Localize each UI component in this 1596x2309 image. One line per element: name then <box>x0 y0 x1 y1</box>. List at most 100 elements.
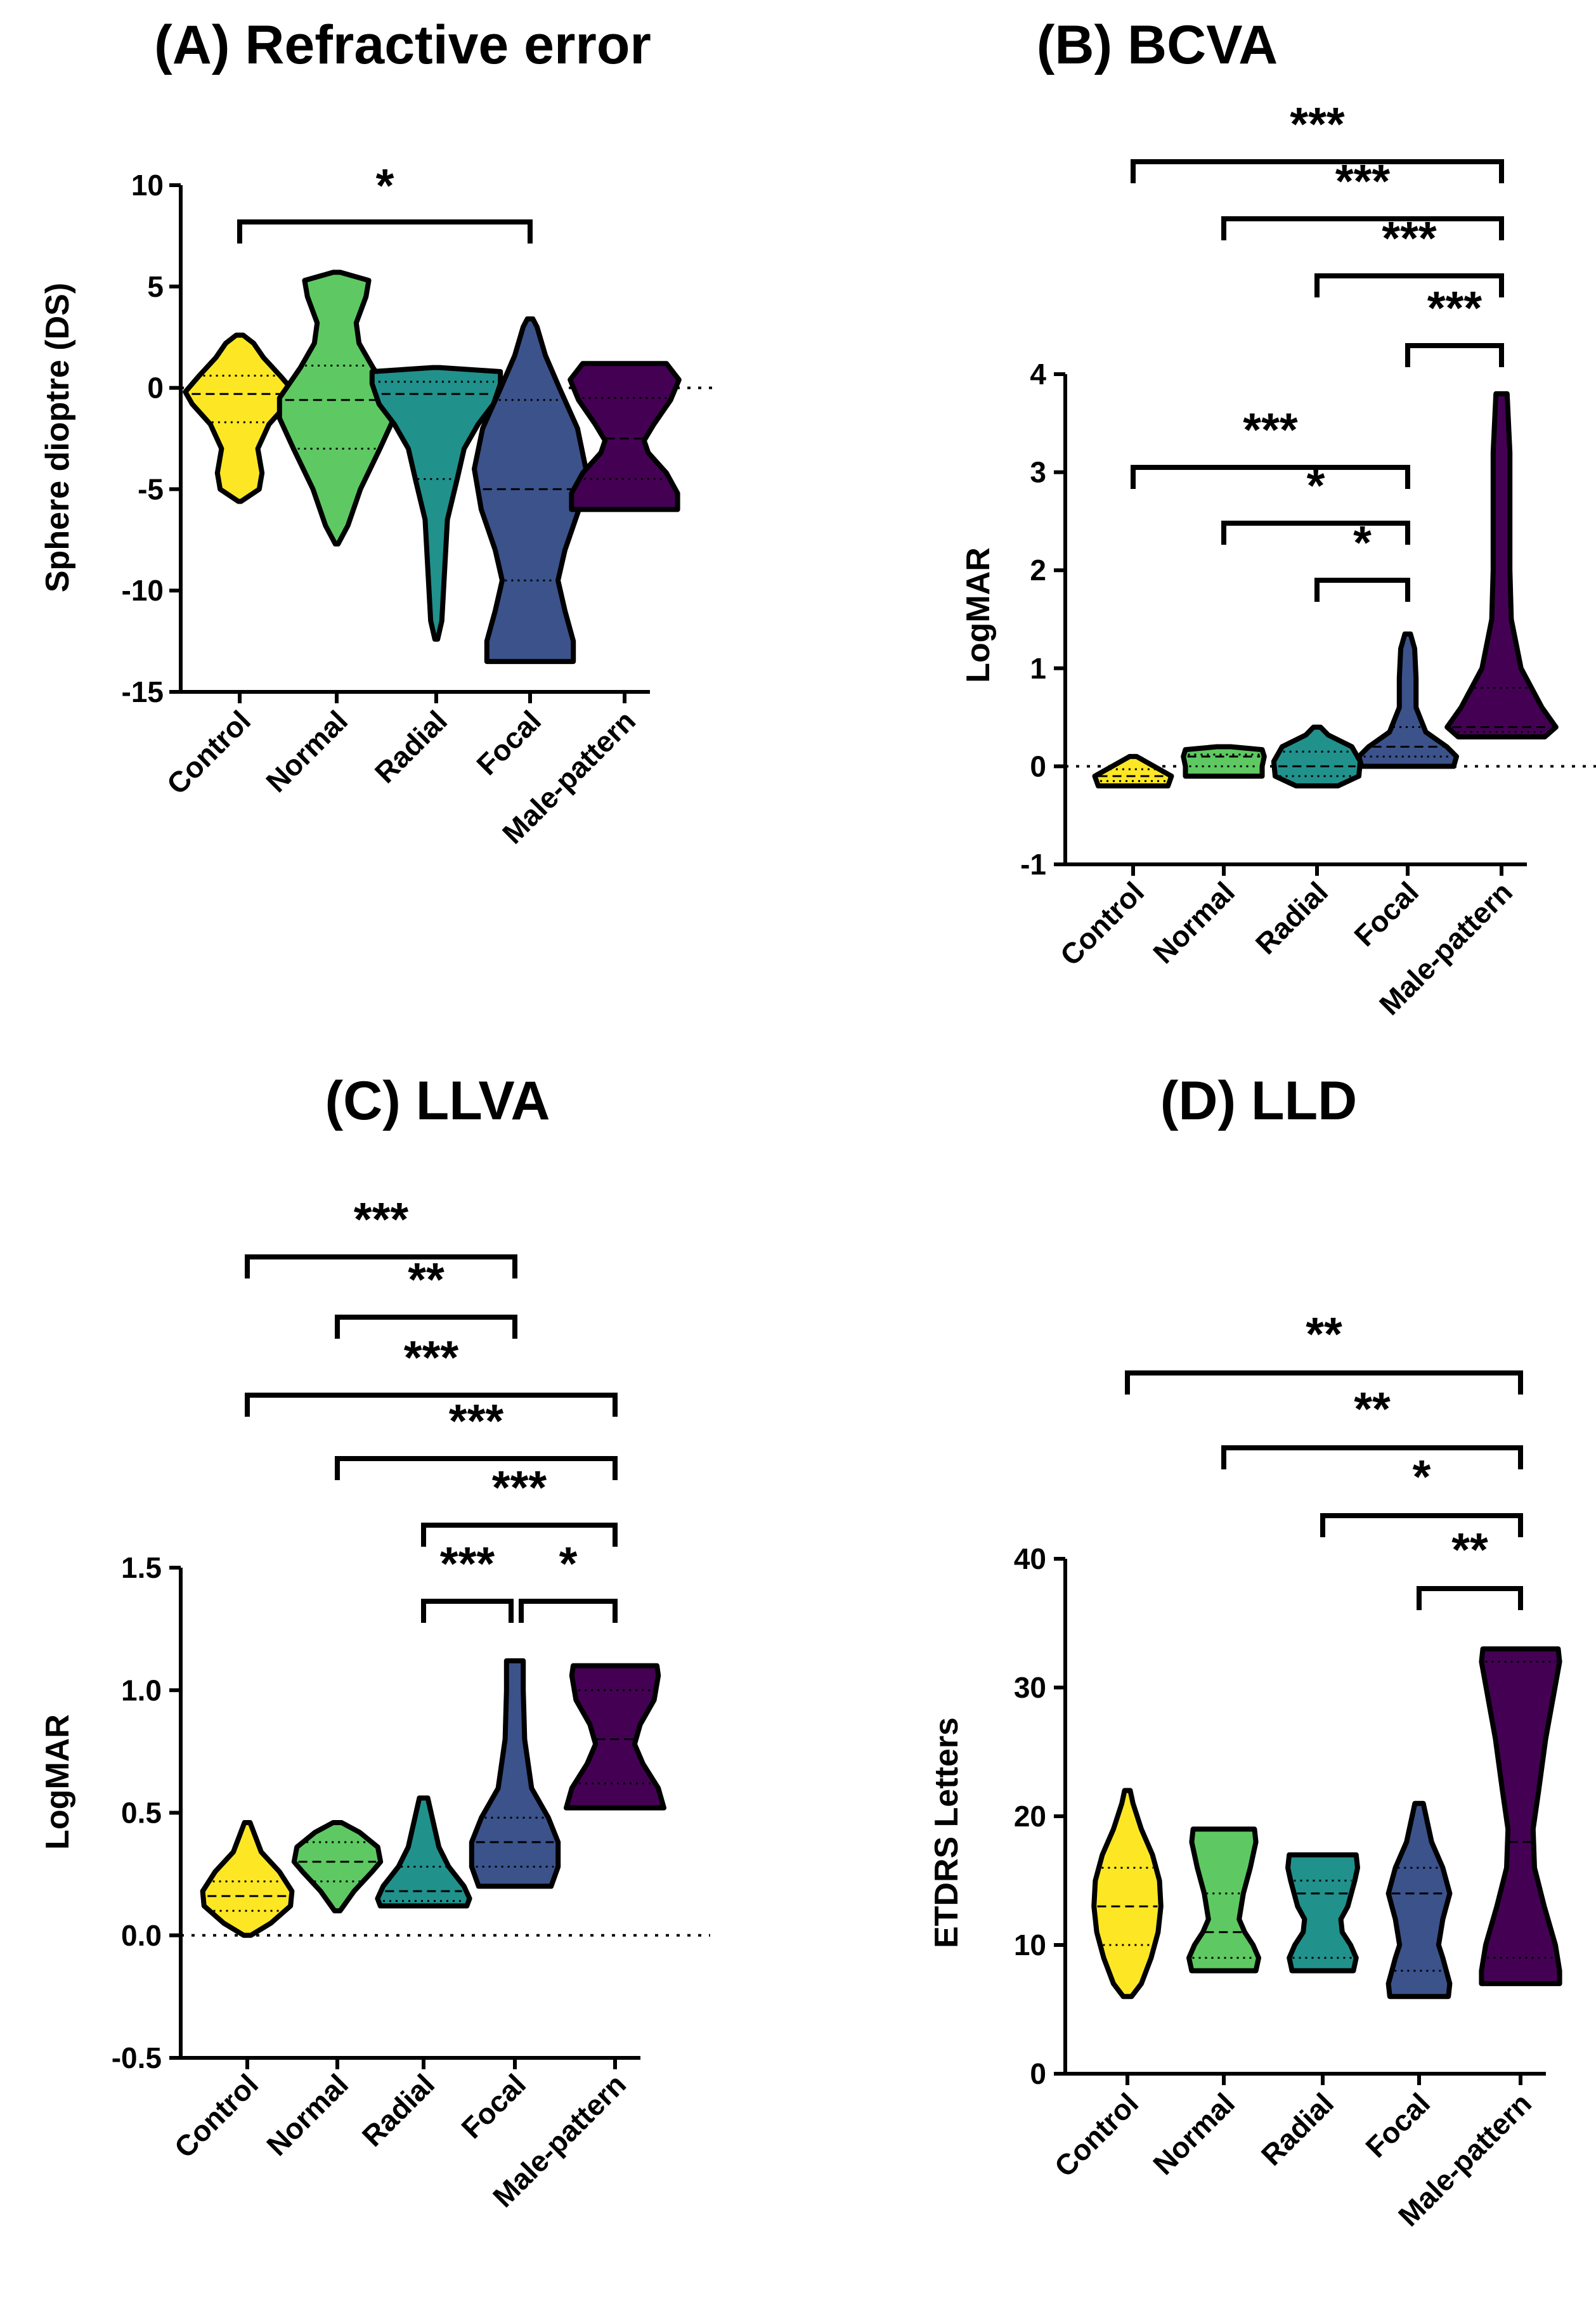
panel-b-sig-label: *** <box>1382 212 1437 264</box>
panel-d-y-tick-label: 40 <box>1014 1542 1046 1575</box>
panel-d-category-label: Focal <box>1359 2086 1436 2164</box>
panel-b-sig-bracket <box>1131 159 1504 183</box>
panel-a-category-label: Radial <box>368 704 453 789</box>
panel-b-category-label: Control <box>1054 875 1150 972</box>
panel-c-sig-bracket <box>245 1393 618 1417</box>
panel-d-violin-control <box>1091 1788 1164 2000</box>
panel-a-violin-control <box>183 332 297 504</box>
panel-c-sig-label: *** <box>492 1461 547 1514</box>
panel-c-violin-focal <box>469 1658 561 1889</box>
panel-b-violin-normal <box>1181 744 1267 779</box>
panel-a-category-label: Control <box>160 704 257 800</box>
panel-b-sig-bracket <box>1221 521 1410 545</box>
panel-c-category-label: Radial <box>356 2067 441 2152</box>
panel-c-y-tick-label: 0.5 <box>121 1797 162 1830</box>
panel-b-violin-radial <box>1271 724 1363 789</box>
panel-a-y-tick-label: 0 <box>147 372 164 405</box>
panel-c-sig-label: *** <box>404 1331 459 1384</box>
panel-d-y-tick-label: 20 <box>1014 1800 1046 1833</box>
panel-d-violin-radial <box>1285 1852 1360 1974</box>
panel-c-sig-bracket <box>421 1523 618 1547</box>
panel-b-y-axis-label: LogMAR <box>960 547 997 683</box>
panel-d-lld: (D) LLD ETDRS Letters Control Normal Radia… <box>928 1070 1562 2232</box>
panel-c-sig-bracket <box>335 1315 517 1339</box>
panel-b-y-tick-label: 1 <box>1030 652 1046 685</box>
panel-c-y-tick-label: 1.5 <box>121 1551 162 1584</box>
panel-d-category-label: Control <box>1048 2086 1145 2183</box>
panel-d-sig-label: * <box>1413 1450 1431 1503</box>
panel-d-sig-bracket <box>1417 1586 1523 1610</box>
panel-d-y-tick-label: 0 <box>1030 2057 1046 2090</box>
panel-d-sig-label: ** <box>1354 1382 1391 1435</box>
panel-c-sig-bracket <box>421 1599 514 1623</box>
panel-b-sig-label: *** <box>1290 98 1345 150</box>
panel-b-y-tick-label: -1 <box>1020 848 1046 881</box>
panel-d-category-label: Radial <box>1255 2086 1340 2171</box>
panel-a-y-tick-label: -10 <box>122 574 164 607</box>
panel-b-sig-bracket <box>1314 578 1410 602</box>
panel-d-y-axis-label: ETDRS Letters <box>928 1717 965 1948</box>
panel-a-y-tick-label: -15 <box>122 675 164 708</box>
panel-c-sig-label: ** <box>408 1253 444 1306</box>
panel-d-title: (D) LLD <box>1160 1070 1357 1131</box>
panel-c-y-axis-label: LogMAR <box>39 1714 76 1850</box>
panel-b-violin-male-pattern <box>1444 391 1559 739</box>
panel-b-sig-bracket <box>1314 273 1504 297</box>
panel-c-y-tick-label: 0.0 <box>121 1919 162 1952</box>
panel-b-violin-focal <box>1356 631 1459 769</box>
panel-a-sig-bracket <box>237 219 533 244</box>
panel-c-category-label: Control <box>168 2067 264 2164</box>
panel-b-y-tick-label: 0 <box>1030 750 1046 783</box>
panel-a-violin-male-pattern <box>568 361 682 512</box>
panel-c-category-label: Focal <box>455 2067 532 2145</box>
panel-d-y-tick-label: 30 <box>1014 1671 1046 1704</box>
panel-d-sig-label: ** <box>1306 1308 1342 1360</box>
panel-d-violin-focal <box>1385 1800 1453 2000</box>
panel-c-sig-label: *** <box>440 1537 495 1590</box>
panel-a-y-axis-label: Sphere dioptre (DS) <box>39 283 76 592</box>
panel-c-y-tick-label: -0.5 <box>112 2041 162 2074</box>
panel-b-sig-label: *** <box>1427 282 1482 334</box>
panel-d-sig-bracket <box>1125 1370 1523 1395</box>
panel-b-title: (B) BCVA <box>1037 15 1278 75</box>
panel-b-violin-control <box>1092 753 1174 789</box>
panel-c-sig-bracket <box>335 1456 618 1480</box>
panel-a-title: (A) Refractive error <box>154 15 651 75</box>
panel-c-violin-control <box>200 1820 295 1938</box>
panel-a-sig-label: * <box>376 159 394 212</box>
panel-d-y-tick-label: 10 <box>1014 1929 1046 1961</box>
panel-b-sig-bracket <box>1221 216 1504 240</box>
panel-d-sig-bracket <box>1320 1513 1523 1537</box>
panel-c-sig-label: *** <box>449 1395 504 1447</box>
panel-b-category-label: Normal <box>1146 875 1241 970</box>
panel-a-violin-focal <box>472 316 588 665</box>
panel-a-y-tick-label: 5 <box>147 270 164 303</box>
panel-b-category-label: Focal <box>1347 875 1425 953</box>
panel-a-y-tick-label: 10 <box>131 169 164 202</box>
panel-b-sig-label: *** <box>1243 403 1298 456</box>
panel-c-sig-label: *** <box>354 1193 409 1246</box>
panel-c-violin-radial <box>375 1795 472 1909</box>
panel-c-title: (C) LLVA <box>325 1070 550 1131</box>
panel-b-y-tick-label: 3 <box>1030 456 1046 489</box>
panel-b-sig-label: * <box>1307 459 1325 512</box>
panel-b-sig-bracket <box>1405 343 1504 367</box>
panel-d-sig-bracket <box>1221 1445 1523 1469</box>
panel-b-y-tick-label: 2 <box>1030 554 1046 587</box>
panel-d-violin-normal <box>1186 1826 1261 1974</box>
panel-c-sig-bracket <box>519 1599 618 1623</box>
panel-c-y-tick-label: 1.0 <box>121 1674 162 1707</box>
panel-c-violin-male-pattern <box>564 1663 666 1811</box>
panel-b-sig-label: *** <box>1335 155 1391 207</box>
panel-a-violin-normal <box>276 270 397 547</box>
panel-b-y-tick-label: 4 <box>1030 358 1046 391</box>
panel-b-category-label: Radial <box>1249 875 1334 960</box>
panel-b-sig-label: * <box>1353 516 1372 569</box>
panel-c-violin-normal <box>291 1820 384 1914</box>
panel-c-sig-bracket <box>245 1254 517 1278</box>
panel-d-violin-male-pattern <box>1479 1646 1562 1986</box>
panel-a-refractive-error: (A) Refractive error Sphere dioptre (DS)… <box>39 15 720 850</box>
